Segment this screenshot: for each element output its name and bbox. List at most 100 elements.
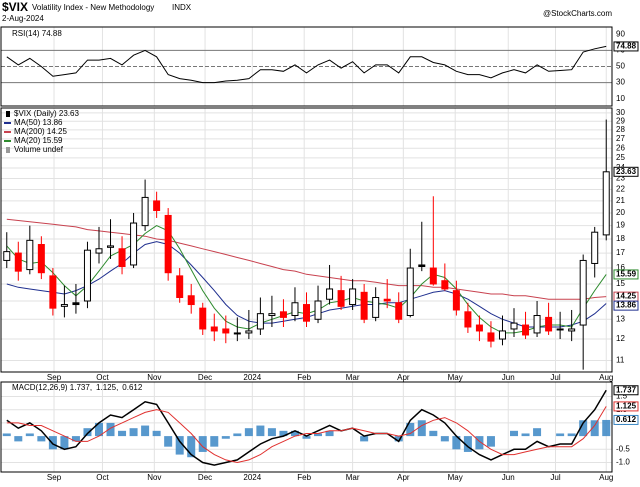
x-tick-label: Feb xyxy=(297,473,311,482)
candle-body xyxy=(360,291,368,320)
value-badge-label: 14.25 xyxy=(616,292,637,301)
exchange: INDX xyxy=(172,3,192,12)
value-badge xyxy=(613,401,639,412)
histogram-bar xyxy=(463,436,472,452)
value-badge-label: 1.737 xyxy=(616,385,637,394)
candle-body xyxy=(210,326,218,332)
histogram-bar xyxy=(129,428,138,437)
histogram-bar xyxy=(602,419,611,437)
candle-body xyxy=(199,307,207,330)
histogram-bar xyxy=(510,430,519,437)
value-badge-label: 23.63 xyxy=(616,167,637,176)
x-tick-label: Aug xyxy=(599,373,613,382)
histogram-bar xyxy=(175,436,184,455)
candle-body xyxy=(510,322,518,330)
candle-body xyxy=(579,259,587,326)
value-badge-label: 1.125 xyxy=(616,402,637,411)
candle-body xyxy=(153,200,161,212)
series-line xyxy=(6,45,607,84)
candle-body xyxy=(602,171,610,236)
histogram-bar xyxy=(429,430,438,437)
x-tick-label: 2024 xyxy=(243,473,261,482)
x-tick-label: May xyxy=(448,373,463,382)
value-badge xyxy=(613,41,639,52)
panel-frame xyxy=(0,26,613,107)
histogram-bar xyxy=(2,433,11,437)
y-tick-label: -0.5 xyxy=(616,444,630,453)
y-tick-label: 90 xyxy=(616,29,625,38)
x-tick-label: Jun xyxy=(502,473,515,482)
histogram-bar xyxy=(486,436,495,447)
histogram-bar xyxy=(221,436,230,439)
histogram-bar xyxy=(556,433,565,437)
histogram-bar xyxy=(37,436,46,442)
legend-entry: Volume undef xyxy=(14,145,64,154)
candle-body xyxy=(118,248,126,268)
candle-body xyxy=(256,313,264,330)
candle-body xyxy=(556,328,564,331)
candle-body xyxy=(107,245,115,248)
candle-body xyxy=(222,328,230,334)
y-tick-label: 17 xyxy=(616,248,625,257)
y-tick-label: 13 xyxy=(616,314,625,323)
histogram-bar xyxy=(210,436,219,447)
x-tick-label: Nov xyxy=(147,373,161,382)
candle-body xyxy=(475,324,483,332)
x-tick-label: 2024 xyxy=(243,373,261,382)
series-line xyxy=(6,389,607,466)
y-tick-label: 50 xyxy=(616,62,625,71)
histogram-bar xyxy=(521,433,530,437)
candle-body xyxy=(303,304,310,322)
candle-body xyxy=(14,252,22,272)
candle-body xyxy=(176,275,184,298)
candle-body xyxy=(337,290,345,307)
x-tick-label: May xyxy=(448,473,463,482)
candle-body xyxy=(49,275,57,309)
histogram-bar xyxy=(141,425,150,437)
candle-body xyxy=(164,214,172,274)
value-badge xyxy=(613,166,639,177)
histogram-bar xyxy=(94,422,103,437)
value-badge-label: 74.88 xyxy=(616,42,637,51)
histogram-bar xyxy=(244,428,253,437)
panel-frame xyxy=(0,381,613,473)
candle-body xyxy=(130,222,138,266)
candle-body xyxy=(245,330,253,334)
value-badge xyxy=(613,385,639,396)
candle-body xyxy=(522,324,530,336)
x-tick-label: Dec xyxy=(198,473,212,482)
x-tick-label: Jun xyxy=(502,373,515,382)
candle-body xyxy=(464,311,472,328)
y-tick-label: 12 xyxy=(616,334,625,343)
y-tick-label: 27 xyxy=(616,134,625,143)
histogram-bar xyxy=(267,428,276,437)
histogram-bar xyxy=(14,436,23,442)
security-name: Volatility Index - New Methodology xyxy=(32,3,154,12)
histogram-bar xyxy=(302,436,311,439)
histogram-bar xyxy=(567,433,576,437)
value-badge xyxy=(613,269,639,280)
histogram-bar xyxy=(25,433,34,437)
histogram-bar xyxy=(198,436,207,452)
y-tick-label: 20 xyxy=(616,208,625,217)
histogram-bar xyxy=(440,436,449,442)
x-tick-label: Feb xyxy=(297,373,311,382)
histogram-bar xyxy=(279,430,288,437)
y-tick-label: 30 xyxy=(616,108,625,117)
candle-body xyxy=(452,290,460,311)
value-badge-label: 15.59 xyxy=(616,270,637,279)
candle-body xyxy=(26,239,34,271)
histogram-bar xyxy=(533,428,542,437)
candle-body xyxy=(72,302,80,306)
legend-entry: 1.125, xyxy=(96,383,118,392)
candle-body xyxy=(487,332,495,342)
candle-body xyxy=(406,267,414,317)
x-tick-label: Dec xyxy=(198,373,212,382)
y-tick-label: 21 xyxy=(616,196,625,205)
histogram-bar xyxy=(475,436,484,450)
candle-body xyxy=(3,251,11,261)
histogram-bar xyxy=(233,433,242,437)
y-tick-label: 26 xyxy=(616,143,625,152)
histogram-bar xyxy=(452,436,461,450)
histogram-bar xyxy=(394,436,403,442)
